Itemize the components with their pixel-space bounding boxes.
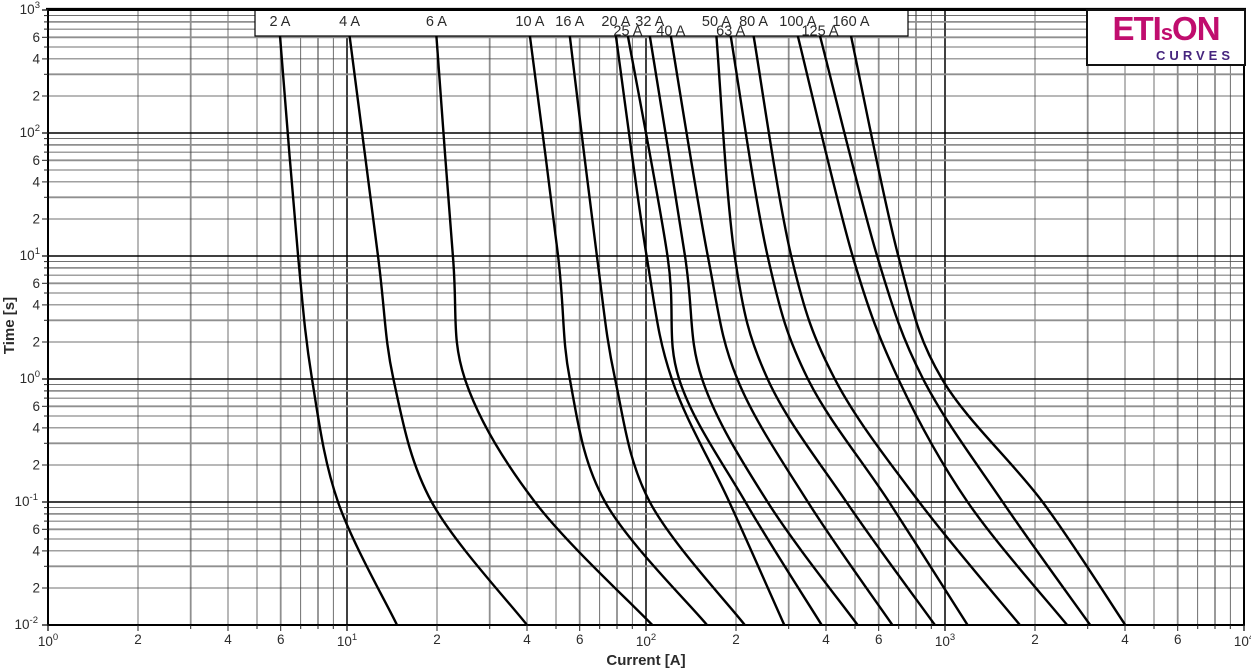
y-tick-label-2e-1: 2 [32,458,40,473]
curve-label-100A: 100 A [779,14,816,30]
curve-label-40A: 40 A [656,24,685,40]
axes: 100 2 4 6 101 2 4 6 102 2 4 6 103 2 4 6 104 103 2 4 6 102 2 4 6 1… [15,0,1251,649]
curve-100A [796,35,1069,625]
x-tick-label-6e3: 6 [1174,632,1182,647]
y-tick-label-1e0: 100 [20,369,40,386]
curve-50A [715,35,937,625]
x-tick-label-1e1: 101 [337,632,357,649]
x-tick-label-2e2: 2 [732,632,740,647]
curve-label-16A: 16 A [555,14,584,30]
y-tick-label-1e-2: 10-2 [15,615,38,632]
x-tick-label-1e4: 104 [1234,632,1251,649]
x-tick-label-4e1: 4 [523,632,531,647]
x-tick-label-4e2: 4 [822,632,830,647]
x-tick-label-4e3: 4 [1121,632,1129,647]
curve-125A [818,35,1092,625]
y-tick-label-6e0: 6 [32,276,40,291]
x-axis-title: Current [A] [606,652,685,669]
x-tick-label-6e2: 6 [875,632,883,647]
curve-label-strip: 2 A 4 A 6 A 10 A 16 A 20 A25 A32 A40 A 50 A63 … [254,9,909,40]
curve-label-6A: 6 A [426,14,447,30]
y-tick-label-4e0: 4 [32,297,40,312]
x-tick-label-6e1: 6 [576,632,584,647]
curve-40A [669,35,894,625]
curve-label-32A: 32 A [635,14,664,30]
y-tick-label-4e-2: 4 [32,543,40,558]
curve-4A [348,35,529,625]
y-tick-label-2e1: 2 [32,212,40,227]
x-tick-label-1e3: 103 [935,632,955,649]
x-tick-label-2e3: 2 [1031,632,1039,647]
curve-80A [752,35,1022,625]
curve-20A [614,35,786,625]
curves [278,35,1127,625]
curve-16A [568,35,747,625]
x-tick-label-4e0: 4 [224,632,232,647]
curve-25A [626,35,824,625]
y-tick-label-1e-1: 10-1 [15,492,38,509]
curve-63A [729,35,970,625]
curve-label-10A: 10 A [515,14,544,30]
y-tick-label-6e1: 6 [32,153,40,168]
x-tick-label-6e0: 6 [277,632,285,647]
x-tick-label-1e0: 100 [38,632,58,649]
logo-s: s [1160,20,1173,45]
curve-6A [435,35,654,625]
logo-on: ON [1172,10,1220,47]
curve-label-50A: 50 A [702,14,731,30]
curve-160A [849,35,1127,625]
y-tick-label-6e-2: 6 [32,522,40,537]
y-tick-label-2e0: 2 [32,335,40,350]
y-tick-label-2e-2: 2 [32,581,40,596]
curve-label-4A: 4 A [339,14,360,30]
curve-label-25A: 25 A [613,24,642,40]
curve-10A [528,35,709,625]
logo-eti: ETI [1112,10,1161,47]
x-tick-label-2e0: 2 [134,632,142,647]
curve-label-125A: 125 A [801,24,838,40]
y-tick-label-4e2: 4 [32,51,40,66]
y-tick-label-4e-1: 4 [32,420,40,435]
y-tick-label-1e1: 101 [20,246,40,263]
curve-label-80A: 80 A [739,14,768,30]
y-tick-label-6e2: 6 [32,30,40,45]
logo: ETIsON curves [1086,9,1246,66]
logo-wordmark: ETIsON [1096,12,1236,48]
y-axis-title: Time [s] [1,297,18,354]
y-tick-label-2e2: 2 [32,89,40,104]
curve-label-63A: 63 A [716,24,745,40]
curve-2A [278,35,399,625]
y-tick-label-1e3: 103 [20,0,40,17]
y-tick-label-6e-1: 6 [32,399,40,414]
x-tick-label-2e1: 2 [433,632,441,647]
curve-label-2A: 2 A [270,14,291,30]
curve-label-20A: 20 A [601,14,630,30]
x-tick-label-1e2: 102 [636,632,656,649]
y-tick-label-1e2: 102 [20,123,40,140]
curve-32A [648,35,860,625]
curve-label-160A: 160 A [832,14,869,30]
y-tick-label-4e1: 4 [32,174,40,189]
logo-curves-text: curves [1156,48,1234,63]
